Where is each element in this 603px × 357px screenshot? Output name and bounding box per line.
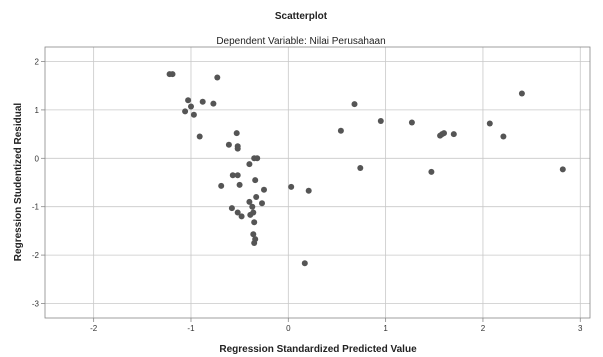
scatter-point xyxy=(210,100,217,107)
scatter-point xyxy=(234,209,241,216)
scatter-point xyxy=(250,209,257,216)
scatter-point xyxy=(428,168,435,175)
scatter-point xyxy=(228,205,235,212)
scatter-point xyxy=(253,194,260,200)
tick-labels: -2 -1 0 1 2 3 -3 -2 -1 0 1 2 xyxy=(32,58,583,333)
scatter-point xyxy=(249,203,256,210)
scatter-point xyxy=(238,213,245,220)
scatter-point xyxy=(218,182,225,189)
scatter-point xyxy=(196,133,203,140)
scatter-point xyxy=(259,200,265,207)
scatter-point xyxy=(233,130,240,137)
y-axis-label: Regression Studentized Residual xyxy=(13,103,24,262)
scatter-point xyxy=(559,166,566,173)
scatter-point xyxy=(305,187,312,194)
y-tick-label: -1 xyxy=(32,203,40,212)
scatter-point xyxy=(518,90,525,97)
scatter-point xyxy=(246,198,253,205)
chart-title: Scatterplot xyxy=(275,11,328,22)
plot-area-frame xyxy=(44,46,591,319)
scatter-point xyxy=(182,108,189,115)
x-tick-label: 3 xyxy=(578,324,583,333)
scatter-point xyxy=(252,177,259,184)
x-axis-label: Regression Standardized Predicted Value xyxy=(219,344,417,355)
y-tick-label: 1 xyxy=(35,106,40,115)
chart-subtitle: Dependent Variable: Nilai Perusahaan xyxy=(216,36,385,47)
scatter-point xyxy=(229,172,236,179)
scatter-point xyxy=(190,111,197,118)
x-tick-label: 2 xyxy=(481,324,486,333)
scatter-point xyxy=(288,183,295,190)
x-tick-label: 1 xyxy=(383,324,388,333)
scatter-point xyxy=(251,240,258,246)
y-tick-label: -2 xyxy=(32,251,40,260)
x-tick-label: 0 xyxy=(286,324,291,333)
scatter-point xyxy=(236,181,243,188)
scatter-point xyxy=(357,165,364,171)
scatter-point xyxy=(225,141,232,148)
scatter-point xyxy=(441,130,447,137)
scatter-point xyxy=(169,71,176,78)
scatter-point xyxy=(254,155,261,162)
data-points xyxy=(166,71,566,267)
gridlines xyxy=(45,47,590,318)
scatter-point xyxy=(246,161,253,168)
scatter-point xyxy=(486,120,493,127)
y-tick-label: 2 xyxy=(35,58,40,67)
scatter-point xyxy=(199,98,206,105)
scatter-point xyxy=(408,119,415,126)
scatter-point xyxy=(214,74,221,81)
scatter-point xyxy=(185,97,192,104)
scatter-point xyxy=(450,131,457,138)
x-tick-label: -2 xyxy=(90,324,98,333)
scatter-point xyxy=(301,260,308,267)
x-tick-label: -1 xyxy=(187,324,195,333)
scatter-point xyxy=(188,103,194,110)
scatter-point xyxy=(337,127,344,134)
scatter-point xyxy=(377,118,384,124)
scatter-point xyxy=(251,219,258,226)
scatter-point xyxy=(351,101,358,108)
scatter-point xyxy=(500,133,507,140)
scatter-point xyxy=(261,186,267,193)
y-tick-label: -3 xyxy=(32,299,40,308)
y-tick-label: 0 xyxy=(35,154,40,163)
scatter-point xyxy=(250,231,257,238)
scatter-point xyxy=(234,145,241,152)
scatter-point xyxy=(234,172,241,179)
